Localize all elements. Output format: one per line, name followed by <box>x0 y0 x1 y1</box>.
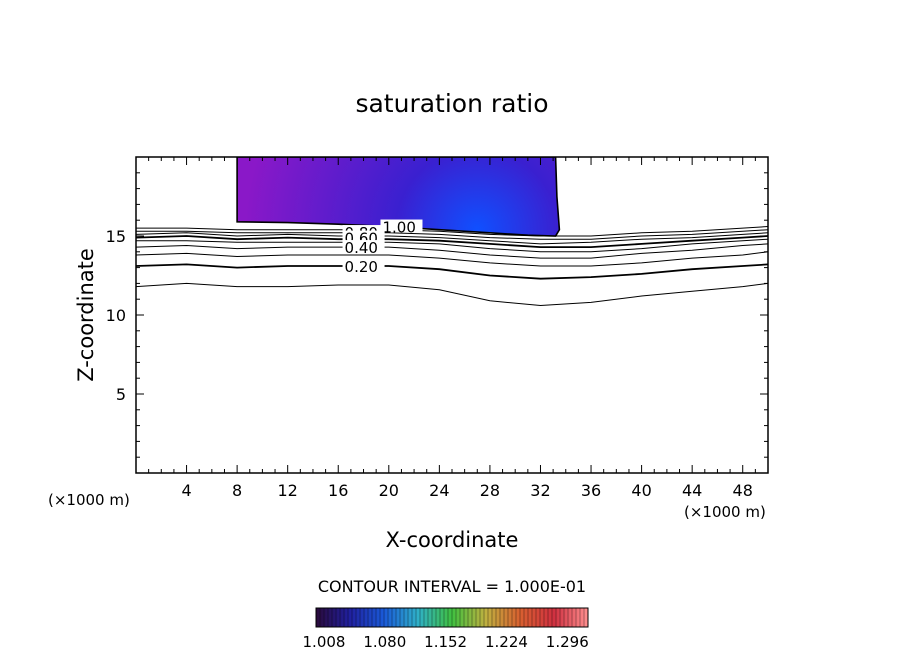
x-tick-label: 20 <box>379 481 399 500</box>
contour-label-bg <box>380 219 423 233</box>
contour-line-0.2 <box>136 263 768 280</box>
contour-label-bg <box>342 240 385 254</box>
x-tick-label: 8 <box>232 481 242 500</box>
x-tick-label: 16 <box>328 481 348 500</box>
supersaturation-fill <box>236 157 561 237</box>
contour-line-0.9 <box>136 226 768 237</box>
colorbar: 1.008 1.080 1.152 1.224 1.296 <box>303 607 589 651</box>
x-tick-label: 48 <box>733 481 753 500</box>
contour-line-0.4 <box>136 243 768 259</box>
x-axis-label: X-coordinate <box>386 528 519 552</box>
contour-line-0.1 <box>136 282 768 307</box>
x-tick-label: 28 <box>480 481 500 500</box>
x-tick-label: 12 <box>278 481 298 500</box>
x-tick-label: 32 <box>530 481 550 500</box>
contour-label-bg <box>342 259 385 273</box>
contour-interval-text: CONTOUR INTERVAL = 1.000E-01 <box>318 577 586 596</box>
chart-title: saturation ratio <box>355 89 548 118</box>
colorbar-tick-label: 1.080 <box>363 633 406 651</box>
y-tick-label: 15 <box>106 227 126 246</box>
x-tick-label: 40 <box>631 481 651 500</box>
contour-line-0.5 <box>136 238 768 253</box>
contour-lines <box>136 226 768 307</box>
contour-label: 0.40 <box>345 239 378 257</box>
contour-line-0.7 <box>136 232 768 245</box>
colorbar-tick-label: 1.224 <box>485 633 528 651</box>
y-tick-label: 10 <box>106 306 126 325</box>
y-tick-label: 5 <box>116 385 126 404</box>
contour-label: 0.20 <box>345 258 378 276</box>
colorbar-tick-label: 1.152 <box>424 633 467 651</box>
x-tick-label: 4 <box>181 481 191 500</box>
colorbar-tick-label: 1.008 <box>303 633 346 651</box>
y-axis-label: Z-coordinate <box>74 248 98 382</box>
x-tick-label: 36 <box>581 481 601 500</box>
contour-label: 1.00 <box>382 219 415 237</box>
x-tick-label: 24 <box>429 481 449 500</box>
colorbar-tick-label: 1.296 <box>546 633 589 651</box>
contour-line-0.6 <box>136 235 768 248</box>
contour-line-0.3 <box>136 251 768 267</box>
supersaturated-region <box>236 157 561 237</box>
contour-line-0.8 <box>136 229 768 240</box>
y-unit-label: (×1000 m) <box>48 491 130 509</box>
x-unit-label: (×1000 m) <box>684 503 766 521</box>
x-tick-label: 44 <box>682 481 702 500</box>
contour-labels: 1.000.800.600.400.20 <box>342 219 423 276</box>
